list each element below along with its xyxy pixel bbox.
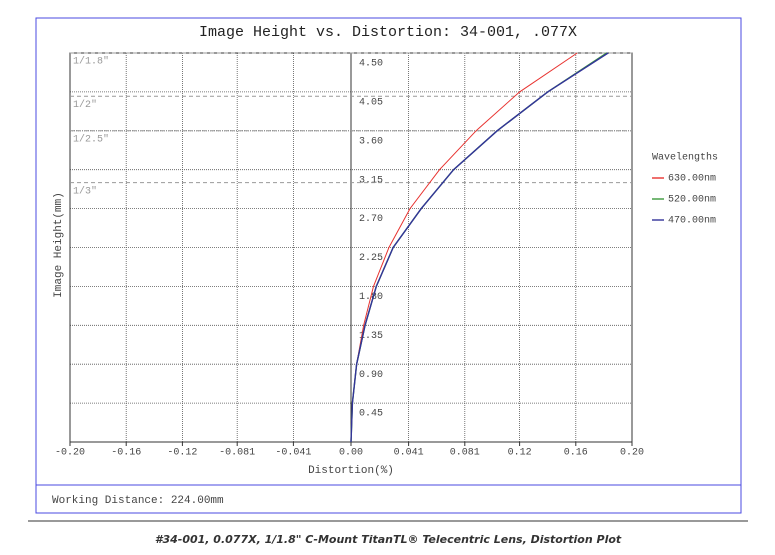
x-tick-label: -0.12 — [167, 448, 197, 459]
x-tick-label: 0.12 — [508, 448, 532, 459]
chart-title: Image Height vs. Distortion: 34-001, .07… — [199, 24, 577, 41]
sensor-label: 1/2" — [73, 99, 97, 111]
y-tick-label: 3.60 — [359, 136, 383, 147]
y-tick-label: 1.35 — [359, 331, 383, 342]
x-tick-label: -0.041 — [275, 448, 311, 459]
legend-label: 470.00nm — [668, 216, 716, 227]
x-tick-label: 0.041 — [394, 448, 424, 459]
y-tick-label: 0.90 — [359, 370, 383, 381]
y-axis-label: Image Height(mm) — [53, 192, 65, 298]
x-tick-label: 0.081 — [450, 448, 480, 459]
caption: #34-001, 0.077X, 1/1.8" C-Mount TitanTL®… — [155, 533, 622, 546]
footer: Working Distance: 224.00mm — [52, 495, 224, 507]
series-line — [350, 52, 609, 443]
y-tick-label: 4.05 — [359, 98, 383, 109]
legend-label: 520.00nm — [668, 195, 716, 206]
legend-label: 630.00nm — [668, 174, 716, 185]
x-tick-label: -0.081 — [219, 448, 255, 459]
y-tick-label: 2.25 — [359, 253, 383, 264]
x-axis-label: Distortion(%) — [308, 465, 394, 477]
y-tick-label: 3.15 — [359, 175, 383, 186]
x-tick-label: -0.16 — [111, 448, 141, 459]
sensor-label: 1/3" — [73, 185, 97, 197]
y-tick-label: 2.70 — [359, 214, 383, 225]
legend-title: Wavelengths — [652, 152, 718, 164]
x-tick-label: 0.00 — [339, 448, 363, 459]
x-tick-label: 0.20 — [620, 448, 644, 459]
x-tick-label: -0.20 — [55, 448, 85, 459]
x-tick-label: 0.16 — [564, 448, 588, 459]
y-tick-label: 0.45 — [359, 409, 383, 420]
sensor-label: 1/2.5" — [73, 133, 109, 145]
frame — [35, 17, 742, 514]
sensor-label: 1/1.8" — [73, 56, 109, 68]
y-tick-label: 4.50 — [359, 59, 383, 70]
